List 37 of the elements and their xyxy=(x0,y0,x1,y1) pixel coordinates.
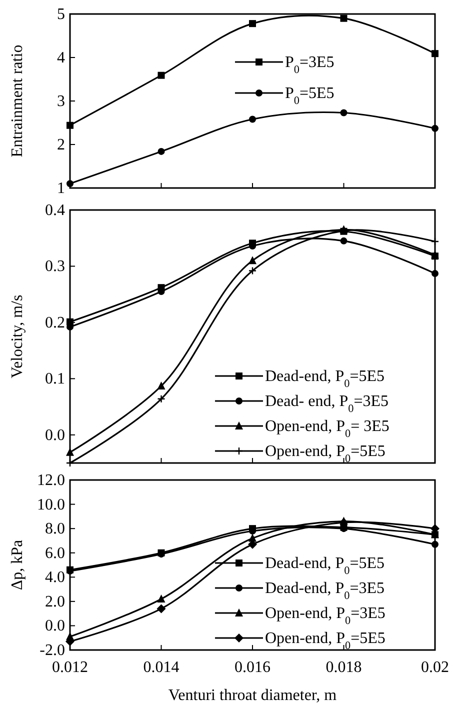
y-tick-label: 4 xyxy=(57,50,65,66)
x-tick-label: 0.016 xyxy=(234,659,270,676)
x-tick-label: 0.012 xyxy=(52,659,88,676)
legend-label: Open-end, P$_{0}$=5E5 xyxy=(265,630,386,652)
legend-label: Open-end, P$_{0}$=5E5 xyxy=(265,443,386,465)
legend-label: Dead- end, P$_{0}$=3E5 xyxy=(265,393,388,415)
x-axis-title: Venturi throat diameter, m xyxy=(168,687,338,704)
y-tick-label: 0.1 xyxy=(45,370,65,388)
y-tick-label: 0.4 xyxy=(45,202,65,219)
y-tick-label: 2.0 xyxy=(45,593,65,610)
legend-label: P$_{0}$=3E5 xyxy=(285,54,334,76)
legend-label: Open-end, P$_{0}$=3E5 xyxy=(265,605,386,627)
y-tick-label: 0.0 xyxy=(45,426,65,444)
y-tick-label: 1 xyxy=(57,180,65,197)
y-tick-label: 0.0 xyxy=(45,618,65,635)
y-axis-title: Velocity, m/s xyxy=(9,294,26,378)
legend-label: Dead-end, P$_{0}$=3E5 xyxy=(265,580,384,602)
y-tick-label: 6.0 xyxy=(45,544,65,562)
y-tick-label: 2 xyxy=(57,136,65,154)
y-tick-label: 3 xyxy=(57,93,65,110)
legend-label: Dead-end, P$_{0}$=5E5 xyxy=(265,555,384,577)
y-tick-label: 4.0 xyxy=(45,569,65,586)
y-axis-title: Δp, kPa xyxy=(9,540,26,590)
legend-label: P$_{0}$=5E5 xyxy=(285,85,334,107)
y-tick-label: 10.0 xyxy=(37,496,65,514)
y-tick-label: 12.0 xyxy=(37,472,65,489)
y-tick-label: 8.0 xyxy=(45,520,65,538)
y-tick-label: 0.3 xyxy=(45,258,65,276)
x-tick-label: 0.014 xyxy=(143,659,180,676)
x-tick-label: 0.02 xyxy=(421,659,449,676)
y-tick-label: 0.2 xyxy=(45,314,65,332)
legend-label: Dead-end, P$_{0}$=5E5 xyxy=(265,368,384,390)
x-tick-label: 0.018 xyxy=(326,659,362,676)
y-tick-label: 5 xyxy=(57,6,65,23)
y-axis-title: Entrainment ratio xyxy=(9,44,26,158)
legend-label: Open-end, P$_{0}$= 3E5 xyxy=(265,418,390,440)
y-tick-label: -2.0 xyxy=(40,642,65,659)
